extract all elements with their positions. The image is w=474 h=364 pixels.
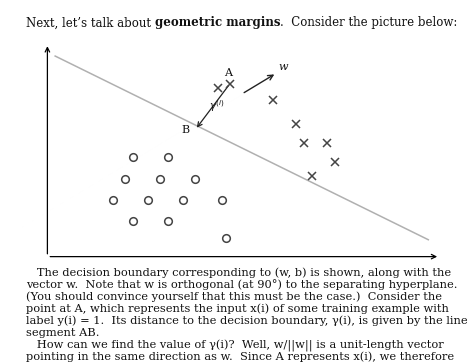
Text: vector w.  Note that w is orthogonal (at 90°) to the separating hyperplane.: vector w. Note that w is orthogonal (at … bbox=[26, 280, 457, 290]
Text: pointing in the same direction as w.  Since A represents x(i), we therefore: pointing in the same direction as w. Sin… bbox=[26, 352, 454, 362]
Text: Next, let’s talk about: Next, let’s talk about bbox=[26, 16, 155, 29]
Text: segment AB.: segment AB. bbox=[26, 328, 100, 337]
Text: w: w bbox=[279, 62, 288, 72]
Text: geometric margins: geometric margins bbox=[155, 16, 280, 29]
Text: point at A, which represents the input x(i) of some training example with: point at A, which represents the input x… bbox=[26, 304, 449, 314]
Text: label y(i) = 1.  Its distance to the decision boundary, γ(i), is given by the li: label y(i) = 1. Its distance to the deci… bbox=[26, 316, 468, 326]
Text: A: A bbox=[224, 68, 232, 78]
Text: B: B bbox=[182, 125, 190, 135]
Text: $\gamma^{(i)}$: $\gamma^{(i)}$ bbox=[209, 98, 224, 114]
Text: (You should convince yourself that this must be the case.)  Consider the: (You should convince yourself that this … bbox=[26, 292, 442, 302]
Text: How can we find the value of γ(i)?  Well, w/||w|| is a unit-length vector: How can we find the value of γ(i)? Well,… bbox=[26, 340, 444, 352]
Text: The decision boundary corresponding to (w, b) is shown, along with the: The decision boundary corresponding to (… bbox=[26, 268, 451, 278]
Text: .  Consider the picture below:: . Consider the picture below: bbox=[280, 16, 458, 29]
